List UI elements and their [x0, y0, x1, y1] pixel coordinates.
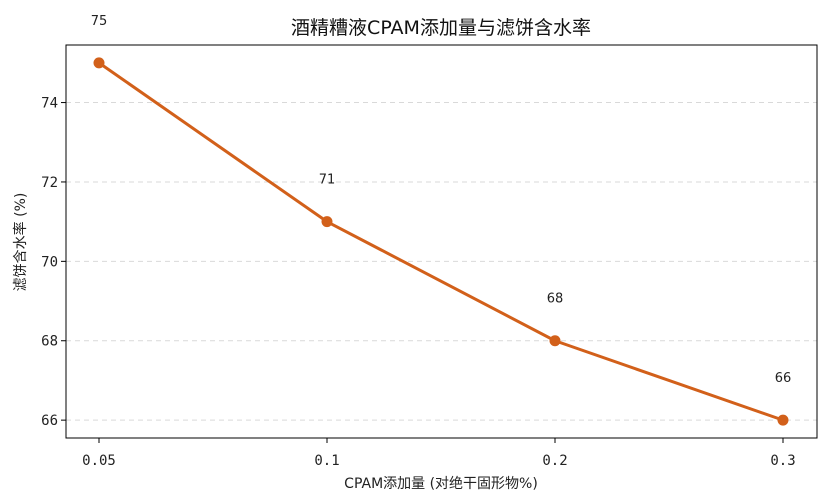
x-tick-label: 0.05: [82, 453, 116, 469]
data-point: [777, 414, 789, 426]
data-point: [321, 216, 333, 228]
x-tick-label: 0.1: [314, 453, 339, 469]
x-tick-label: 0.2: [542, 453, 567, 469]
x-tick-label: 0.3: [770, 453, 795, 469]
series-layer: 75 71 68 66: [91, 14, 792, 426]
y-tick-label: 66: [41, 413, 58, 429]
y-tick-label: 68: [41, 334, 58, 350]
y-axis: 66 68 70 72 74: [41, 96, 66, 429]
plot-area-frame: [65, 44, 818, 439]
y-tick-label: 70: [41, 254, 58, 270]
data-point: [93, 57, 105, 69]
data-label: 75: [91, 14, 108, 29]
y-tick-label: 72: [41, 175, 58, 191]
y-axis-title: 滤饼含水率 (%): [12, 193, 29, 292]
data-label: 68: [547, 292, 564, 307]
gridlines: [66, 102, 817, 421]
data-point: [549, 335, 561, 347]
data-label: 66: [775, 371, 792, 386]
y-tick-label: 74: [41, 96, 58, 112]
data-label: 71: [319, 173, 336, 188]
x-axis-title: CPAM添加量 (对绝干固形物%): [344, 476, 538, 492]
chart-title: 酒精糟液CPAM添加量与滤饼含水率: [291, 17, 591, 39]
x-axis: 0.05 0.1 0.2 0.3: [82, 438, 796, 469]
series-line: [97, 61, 785, 422]
